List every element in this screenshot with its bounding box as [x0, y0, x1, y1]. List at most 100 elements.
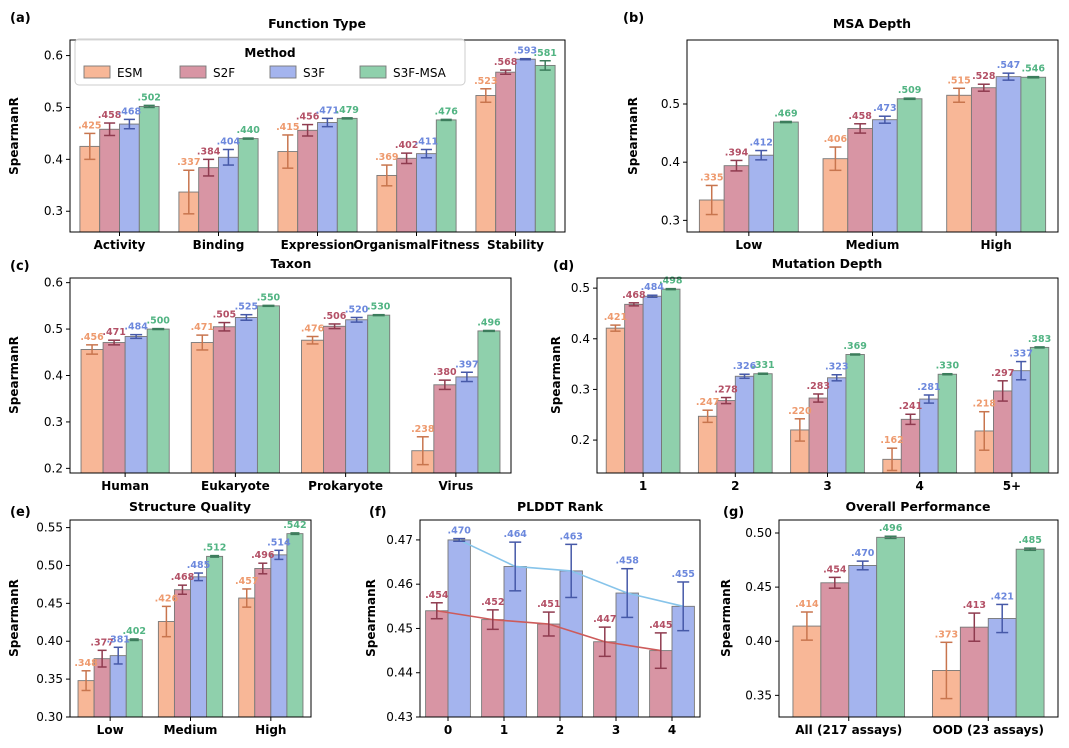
plot-frame	[69, 277, 512, 474]
panel-label: (b)	[623, 11, 644, 26]
y-tick-label: 0.44	[386, 666, 413, 680]
data-label: .452	[481, 597, 504, 608]
bar-s3f-msa-1	[256, 305, 280, 474]
bar-s2f-1	[716, 400, 736, 474]
plot-frame	[69, 519, 312, 718]
y-tick-label: 0.45	[36, 596, 63, 610]
data-label: .547	[997, 60, 1020, 71]
data-label: .415	[276, 122, 299, 133]
bar-s2f-2	[254, 568, 272, 718]
bar-esm-4	[475, 95, 497, 233]
y-tick-label: 0.47	[386, 533, 413, 547]
y-tick-label: 0.45	[386, 621, 413, 635]
bar-s3f-4	[515, 58, 536, 233]
data-label: .523	[474, 76, 497, 87]
plot-frame	[419, 519, 701, 718]
bar-s3f-1	[234, 317, 258, 474]
y-tick-label: 0.55	[36, 521, 63, 535]
y-axis-label: SpearmanR	[549, 336, 563, 414]
x-tick-label: High	[255, 723, 286, 737]
x-tick-label: Low	[735, 238, 762, 252]
bar-s3f-msa-1	[237, 138, 259, 233]
bar-s3f-0	[848, 565, 878, 718]
bar-s3f-msa-2	[845, 354, 865, 474]
data-label: .485	[187, 560, 210, 571]
data-label: .502	[137, 92, 160, 103]
chart-title: Mutation Depth	[772, 256, 883, 271]
y-tick-label: 0.50	[745, 526, 772, 540]
data-label: .411	[415, 136, 438, 147]
y-tick-label: 0.43	[386, 710, 413, 724]
data-label: .445	[649, 620, 672, 631]
legend-item-s2f: S2F	[213, 66, 235, 80]
bar-s3f-0	[447, 539, 471, 718]
bar-s3f-msa-3	[937, 373, 958, 474]
bar-esm-2	[946, 94, 972, 233]
data-label: .484	[124, 322, 148, 333]
bar-esm-0	[698, 199, 725, 233]
data-label: .528	[972, 71, 996, 82]
data-label: .406	[824, 134, 848, 145]
x-tick-label: Prokaryote	[308, 479, 383, 493]
bar-s3f-2	[317, 122, 338, 233]
data-label: .476	[301, 324, 325, 335]
bar-esm-1	[697, 415, 718, 474]
bar-s2f-1	[173, 589, 191, 718]
x-tick-label: 5+	[1003, 479, 1021, 493]
data-label: .469	[774, 108, 797, 119]
data-label: .402	[123, 626, 146, 637]
x-tick-label: Human	[101, 479, 149, 493]
plot-frame	[778, 519, 1059, 718]
x-tick-label: Eukaryote	[201, 479, 270, 493]
panel-label: (f)	[369, 505, 387, 520]
x-tick-label: 3	[612, 723, 620, 737]
panel-label: (g)	[723, 505, 744, 520]
bar-s3f-msa-1	[206, 555, 224, 718]
y-axis-label: SpearmanR	[719, 579, 733, 657]
data-label: .496	[251, 550, 275, 561]
bar-s2f-2	[970, 87, 997, 233]
data-label: .550	[257, 292, 281, 303]
data-label: .464	[503, 529, 527, 540]
panel-label: (d)	[553, 259, 574, 274]
data-label: .457	[235, 576, 258, 587]
data-label: .454	[823, 564, 847, 575]
x-tick-label: 2	[556, 723, 564, 737]
data-label: .458	[98, 110, 122, 121]
bar-esm-0	[605, 327, 626, 474]
bar-s3f-2	[827, 377, 847, 474]
bar-s3f-0	[748, 154, 775, 233]
data-label: .383	[1028, 334, 1051, 345]
legend-item-s3f: S3F	[303, 66, 325, 80]
data-label: .421	[604, 312, 627, 323]
data-label: .421	[990, 591, 1013, 602]
data-label: .335	[700, 172, 723, 183]
data-label: .463	[559, 531, 582, 542]
legend-swatch-esm	[83, 65, 111, 79]
data-label: .331	[751, 360, 774, 371]
legend-swatch-s2f	[179, 65, 207, 79]
x-tick-label: 0	[444, 723, 452, 737]
y-axis-label: SpearmanR	[7, 97, 21, 175]
data-label: .451	[537, 599, 560, 610]
y-tick-label: 0.4	[661, 155, 680, 169]
x-tick-label: Low	[97, 723, 124, 737]
legend-swatch-s3f-msa	[359, 65, 387, 79]
data-label: .447	[593, 614, 616, 625]
data-label: .281	[917, 382, 940, 393]
bar-s3f-0	[124, 336, 148, 474]
y-tick-label: 0.2	[44, 461, 63, 475]
data-label: .470	[851, 548, 875, 559]
bar-s3f-3	[455, 376, 479, 474]
data-label: .456	[80, 332, 104, 343]
y-tick-label: 0.3	[661, 213, 680, 227]
data-label: .330	[936, 361, 960, 372]
bar-s2f-3	[433, 384, 457, 474]
y-tick-label: 0.45	[745, 580, 772, 594]
bar-s3f-4	[1011, 370, 1031, 474]
bar-esm-2	[238, 597, 256, 718]
bar-s3f-msa-2	[336, 117, 358, 233]
data-label: .471	[316, 105, 339, 116]
data-label: .337	[1009, 349, 1032, 360]
y-tick-label: 0.3	[44, 415, 63, 429]
